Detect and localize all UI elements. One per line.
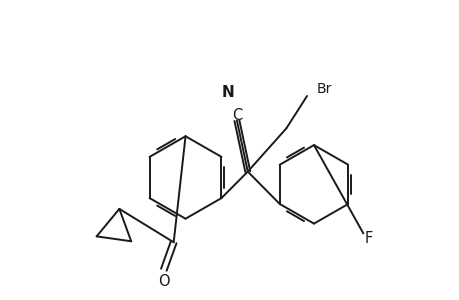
Text: Br: Br [316, 82, 331, 96]
Text: O: O [157, 274, 169, 289]
Text: F: F [364, 231, 372, 246]
Text: C: C [231, 108, 241, 123]
Text: N: N [221, 85, 234, 100]
